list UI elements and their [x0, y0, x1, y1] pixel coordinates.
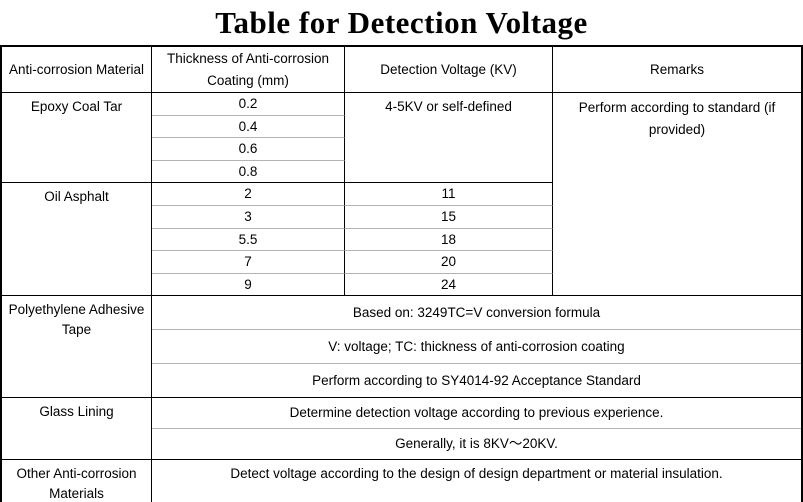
title-band: Table for Detection Voltage [0, 0, 803, 45]
voltage-value: 24 [345, 273, 553, 297]
table-row: Epoxy Coal Tar 0.2 4-5KV or self-defined… [2, 93, 801, 297]
table-row: Perform according to SY4014-92 Acceptanc… [2, 364, 801, 399]
table-row: 5.5 18 [2, 228, 801, 252]
voltage-value: 15 [345, 206, 553, 229]
voltage-value: 18 [345, 228, 553, 252]
remarks-cell: Perform according to standard (if provid… [553, 93, 801, 297]
table-row: Glass Lining Determine detection voltage… [2, 398, 801, 461]
header-row: Anti-corrosion Material Thickness of Ant… [2, 47, 801, 94]
thickness-value: 5.5 [152, 228, 345, 252]
thickness-value: 0.8 [152, 160, 345, 184]
voltage-value: 20 [345, 251, 553, 274]
table-row: 3 15 [2, 206, 801, 229]
voltage-epoxy: 4-5KV or self-defined [345, 93, 553, 184]
table-row: Polyethylene Adhesive Tape Based on: 324… [2, 296, 801, 399]
thickness-value: 0.2 [152, 93, 345, 116]
material-epoxy: Epoxy Coal Tar [2, 93, 152, 184]
thickness-value: 0.6 [152, 138, 345, 161]
table-row: Generally, it is 8KV～20KV. [2, 429, 801, 461]
other-note: Detect voltage according to the design o… [152, 460, 801, 502]
glass-note: Determine detection voltage according to… [152, 398, 801, 430]
table-row: V: voltage; TC: thickness of anti-corros… [2, 330, 801, 365]
polyethylene-note: Perform according to SY4014-92 Acceptanc… [152, 364, 801, 399]
voltage-value: 11 [345, 183, 553, 206]
glass-note: Generally, it is 8KV～20KV. [152, 429, 801, 461]
thickness-value: 0.4 [152, 115, 345, 139]
material-oil: Oil Asphalt [2, 183, 152, 297]
material-other: Other Anti-corrosion Materials [2, 460, 152, 502]
table-row: 0.6 [2, 138, 801, 161]
polyethylene-note: V: voltage; TC: thickness of anti-corros… [152, 330, 801, 365]
thickness-value: 9 [152, 273, 345, 297]
material-glass: Glass Lining [2, 398, 152, 461]
material-polyethylene: Polyethylene Adhesive Tape [2, 296, 152, 399]
thickness-value: 2 [152, 183, 345, 206]
table-row: 7 20 [2, 251, 801, 274]
table-row: Oil Asphalt 2 11 [2, 183, 801, 297]
col-header-thickness: Thickness of Anti-corrosion Coating (mm) [152, 47, 345, 94]
table-row: 0.4 [2, 115, 801, 139]
table-row: Other Anti-corrosion Materials Detect vo… [2, 460, 801, 502]
thickness-value: 7 [152, 251, 345, 274]
col-header-voltage: Detection Voltage (KV) [345, 47, 553, 94]
table-row: 9 24 [2, 273, 801, 297]
col-header-remarks: Remarks [553, 47, 801, 94]
thickness-value: 3 [152, 206, 345, 229]
col-header-material: Anti-corrosion Material [2, 47, 152, 94]
detection-voltage-table: Anti-corrosion Material Thickness of Ant… [0, 45, 803, 502]
polyethylene-note: Based on: 3249TC=V conversion formula [152, 296, 801, 331]
page-title: Table for Detection Voltage [215, 4, 588, 40]
table-row: 0.8 [2, 160, 801, 184]
